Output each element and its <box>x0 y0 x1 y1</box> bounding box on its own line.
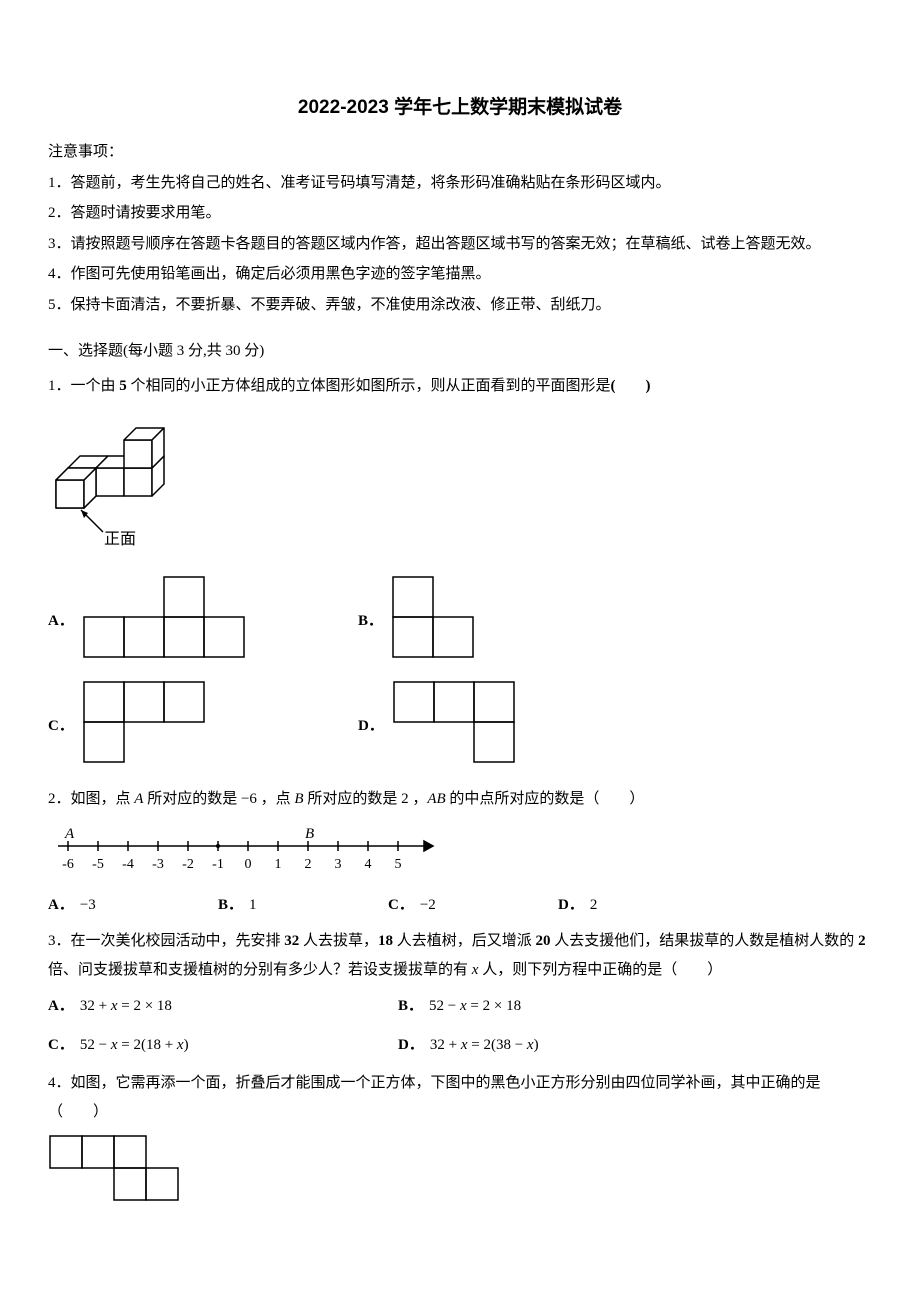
q3-text-span: 3．在一次美化校园活动中，先安排 32 人去拔草，18 人去植树，后又增派 20… <box>48 933 866 978</box>
label-a3: A． <box>48 998 74 1014</box>
front-label: 正面 <box>104 531 136 548</box>
instruction-2: 2．答题时请按要求用笔。 <box>48 199 872 228</box>
q2-text-span: 2．如图，点 A 所对应的数是 −6 ，点 B 所对应的数是 2 ，AB 的中点… <box>48 791 644 807</box>
q1-option-c-figure <box>82 680 207 765</box>
question-2: 2．如图，点 A 所对应的数是 −6 ，点 B 所对应的数是 2 ，AB 的中点… <box>48 785 872 919</box>
svg-text:5: 5 <box>395 857 402 872</box>
svg-text:-5: -5 <box>92 857 104 872</box>
question-4: 4．如图，它需再添一个面，折叠后才能围成一个正方体，下图中的黑色小正方形分别由四… <box>48 1069 872 1204</box>
svg-text:-4: -4 <box>122 857 134 872</box>
q1-bold1: 5 <box>119 378 127 394</box>
svg-text:B: B <box>305 826 314 842</box>
q2-text: 2．如图，点 A 所对应的数是 −6 ，点 B 所对应的数是 2 ，AB 的中点… <box>48 785 872 814</box>
q1-suffix: ( ) <box>611 378 651 394</box>
q3-c-eq: 52 − x = 2(18 + x) <box>80 1037 189 1053</box>
q3-choice-d: D． 32 + x = 2(38 − x) <box>398 1031 748 1060</box>
q2-choices: A． −3 B． 1 C． −2 D． 2 <box>48 891 872 920</box>
svg-text:-1: -1 <box>212 857 224 872</box>
q2-choice-a: A． −3 <box>48 891 218 920</box>
q1-option-d-figure <box>392 680 517 765</box>
q2-choice-b: B． 1 <box>218 891 388 920</box>
label-c3: C． <box>48 1037 74 1053</box>
q1-mid: 个相同的小正方体组成的立体图形如图所示，则从正面看到的平面图形是 <box>127 378 611 394</box>
svg-text:A: A <box>64 826 75 842</box>
svg-text:0: 0 <box>245 857 252 872</box>
q2-choice-c-val: −2 <box>420 897 436 913</box>
q2-choice-d-val: 2 <box>590 897 598 913</box>
q1-option-a-label: A． <box>48 607 74 661</box>
q3-text: 3．在一次美化校园活动中，先安排 32 人去拔草，18 人去植树，后又增派 20… <box>48 927 872 984</box>
svg-text:-3: -3 <box>152 857 164 872</box>
q2-number-line: A B -6 -5 -4 -3 -2 -1 0 1 2 3 4 5 <box>48 824 872 879</box>
label-b: B． <box>218 897 243 913</box>
q1-options-row2: C． D． <box>48 680 872 765</box>
label-b3: B． <box>398 998 423 1014</box>
q3-choice-c: C． 52 − x = 2(18 + x) <box>48 1031 398 1060</box>
q3-choices-row2: C． 52 − x = 2(18 + x) D． 32 + x = 2(38 − x… <box>48 1031 872 1060</box>
svg-text:1: 1 <box>275 857 282 872</box>
instruction-1: 1．答题前，考生先将自己的姓名、准考证号码填写清楚，将条形码准确粘贴在条形码区域… <box>48 169 872 198</box>
q1-3d-figure: 正面 <box>48 410 872 555</box>
question-3: 3．在一次美化校园活动中，先安排 32 人去拔草，18 人去植树，后又增派 20… <box>48 927 872 1059</box>
instructions-block: 注意事项： 1．答题前，考生先将自己的姓名、准考证号码填写清楚，将条形码准确粘贴… <box>48 138 872 319</box>
svg-text:2: 2 <box>305 857 312 872</box>
q3-choices-row1: A． 32 + x = 2 × 18 B． 52 − x = 2 × 18 <box>48 992 872 1021</box>
q2-choice-c: C． −2 <box>388 891 558 920</box>
q3-d-eq: 32 + x = 2(38 − x) <box>430 1037 539 1053</box>
instruction-4: 4．作图可先使用铅笔画出，确定后必须用黑色字迹的签字笔描黑。 <box>48 260 872 289</box>
q3-b-eq: 52 − x = 2 × 18 <box>429 998 521 1014</box>
svg-text:4: 4 <box>365 857 372 872</box>
q3-choice-b: B． 52 − x = 2 × 18 <box>398 992 748 1021</box>
q4-net-figure <box>48 1134 872 1204</box>
q2-choice-d: D． 2 <box>558 891 728 920</box>
q1-option-b-label: B． <box>358 607 383 661</box>
instruction-3: 3．请按照题号顺序在答题卡各题目的答题区域内作答，超出答题区域书写的答案无效；在… <box>48 230 872 259</box>
page-title: 2022-2023 学年七上数学期末模拟试卷 <box>48 90 872 126</box>
q1-option-c-label: C． <box>48 712 74 766</box>
q1-option-a-figure <box>82 575 247 660</box>
q2-choice-a-val: −3 <box>80 897 96 913</box>
notice-header: 注意事项： <box>48 138 872 167</box>
svg-text:-2: -2 <box>182 857 194 872</box>
label-a: A． <box>48 897 74 913</box>
q3-a-eq: 32 + x = 2 × 18 <box>80 998 172 1014</box>
label-d: D． <box>558 897 584 913</box>
section-1-header: 一、选择题(每小题 3 分,共 30 分) <box>48 337 872 366</box>
instruction-5: 5．保持卡面清洁，不要折暴、不要弄破、弄皱，不准使用涂改液、修正带、刮纸刀。 <box>48 291 872 320</box>
svg-text:3: 3 <box>335 857 342 872</box>
label-d3: D． <box>398 1037 424 1053</box>
q3-choice-a: A． 32 + x = 2 × 18 <box>48 992 398 1021</box>
question-1: 1．一个由 5 个相同的小正方体组成的立体图形如图所示，则从正面看到的平面图形是… <box>48 372 872 766</box>
q1-option-d-label: D． <box>358 712 384 766</box>
q1-prefix: 1．一个由 <box>48 378 119 394</box>
q1-option-b-figure <box>391 575 476 660</box>
q2-choice-b-val: 1 <box>249 897 257 913</box>
label-c: C． <box>388 897 414 913</box>
svg-text:-6: -6 <box>62 857 74 872</box>
q1-options-row1: A． B． <box>48 575 872 660</box>
q4-text: 4．如图，它需再添一个面，折叠后才能围成一个正方体，下图中的黑色小正方形分别由四… <box>48 1069 872 1126</box>
q1-text: 1．一个由 5 个相同的小正方体组成的立体图形如图所示，则从正面看到的平面图形是… <box>48 372 872 401</box>
